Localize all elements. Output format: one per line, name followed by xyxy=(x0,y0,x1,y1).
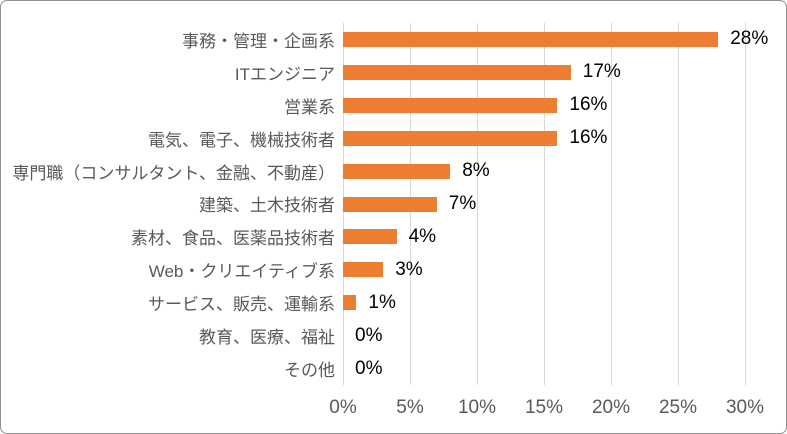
category-label: その他 xyxy=(284,361,335,381)
category-label: ITエンジニア xyxy=(234,64,335,84)
x-tick-label: 10% xyxy=(457,397,497,418)
bar xyxy=(343,262,384,278)
x-tick-label: 5% xyxy=(396,397,424,418)
category-label: 教育、医療、福祉 xyxy=(199,328,335,348)
bar xyxy=(343,295,357,311)
value-label: 16% xyxy=(569,127,608,149)
gridline xyxy=(476,23,478,385)
category-label: 電気、電子、機械技術者 xyxy=(148,130,335,150)
value-label: 4% xyxy=(408,225,437,247)
x-tick-label: 30% xyxy=(725,397,765,418)
gridline xyxy=(744,23,746,385)
value-label: 17% xyxy=(582,61,621,83)
value-label: 3% xyxy=(395,258,423,280)
gridline xyxy=(677,23,679,385)
bar xyxy=(343,97,558,113)
x-tick-label: 15% xyxy=(524,397,564,418)
category-label: 素材、食品、医薬品技術者 xyxy=(131,229,335,249)
value-label: 16% xyxy=(569,94,608,116)
value-label: 0% xyxy=(355,357,383,379)
value-label: 0% xyxy=(355,324,383,346)
plot-area: 28% 17% 16% 16% 8% 7% 4% 3% 1% 0% 0% xyxy=(342,23,768,385)
gridline xyxy=(543,23,545,385)
category-label: 事務・管理・企画系 xyxy=(182,31,335,51)
x-tick-label: 25% xyxy=(658,397,698,418)
bar xyxy=(343,196,437,212)
category-label: 建築、土木技術者 xyxy=(199,196,335,216)
category-label: 営業系 xyxy=(284,97,335,117)
bar xyxy=(343,130,558,146)
value-label: 28% xyxy=(730,28,769,50)
x-tick-label: 20% xyxy=(591,397,631,418)
category-label: サービス、販売、運輸系 xyxy=(148,295,335,315)
category-label: 専門職（コンサルタント、金融、不動産） xyxy=(12,163,335,183)
value-label: 8% xyxy=(462,160,490,182)
bar xyxy=(343,64,571,80)
bar xyxy=(343,229,397,245)
bar xyxy=(343,163,451,179)
value-label: 1% xyxy=(368,291,396,313)
bar xyxy=(343,31,719,47)
value-label: 7% xyxy=(448,193,477,214)
x-tick-label: 0% xyxy=(329,397,357,418)
category-label: Web・クリエイティブ系 xyxy=(148,262,335,282)
gridline xyxy=(610,23,612,385)
